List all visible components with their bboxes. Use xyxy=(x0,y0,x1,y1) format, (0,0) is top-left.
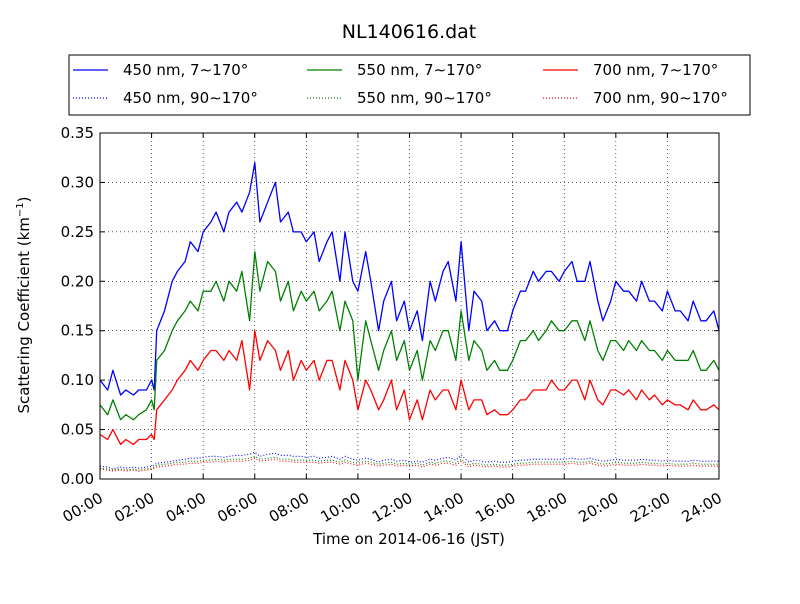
x-tick-label: 02:00 xyxy=(111,489,157,526)
x-tick-label: 20:00 xyxy=(575,489,621,526)
x-tick-label: 04:00 xyxy=(163,489,209,526)
y-axis-label: Scattering Coefficient (km−1) xyxy=(15,196,33,413)
y-tick-label: 0.05 xyxy=(61,421,94,439)
y-tick-label: 0.10 xyxy=(61,371,94,389)
x-tick-label: 12:00 xyxy=(369,489,415,526)
series-2 xyxy=(99,330,720,472)
x-tick-label: 14:00 xyxy=(421,489,467,526)
y-tick-label: 0.20 xyxy=(61,272,94,290)
series-line-dotted xyxy=(99,457,719,472)
legend-entry-label: 450 nm, 7∼170° xyxy=(123,61,248,79)
chart-title: NL140616.dat xyxy=(342,21,477,43)
series-line-solid xyxy=(99,330,720,446)
x-tick-label: 22:00 xyxy=(627,489,673,526)
y-axis-label-main: Scattering Coefficient (km xyxy=(15,217,33,413)
series-1 xyxy=(99,250,720,471)
y-tick-label: 0.15 xyxy=(61,322,94,340)
y-axis-label-close: ) xyxy=(15,196,33,202)
y-tick-label: 0.25 xyxy=(61,223,94,241)
x-tick-label: 24:00 xyxy=(679,489,725,526)
y-axis-label-superscript: −1 xyxy=(15,202,26,217)
series-line-solid xyxy=(99,250,720,421)
y-tick-label: 0.30 xyxy=(61,173,94,191)
x-tick-label: 16:00 xyxy=(472,489,518,526)
x-tick-label: 06:00 xyxy=(214,489,260,526)
x-tick-label: 08:00 xyxy=(266,489,312,526)
series-line-solid xyxy=(99,162,720,396)
plot-area: 00:00 02:00 04:00 06:00 08:00 10:00 12:00 14:00… xyxy=(60,124,725,526)
x-axis-label: Time on 2014-06-16 (JST) xyxy=(312,530,505,548)
legend-entry-label: 550 nm, 7∼170° xyxy=(357,61,482,79)
x-tick-label: 10:00 xyxy=(317,489,363,526)
legend-entry-label: 550 nm, 90∼170° xyxy=(357,89,492,107)
chart-legend: 450 nm, 7∼170° 550 nm, 7∼170° 700 nm, 7∼17… xyxy=(68,54,751,116)
y-tick-label: 0.35 xyxy=(61,124,94,142)
y-tick-label: 0.00 xyxy=(61,470,94,488)
series-0 xyxy=(99,162,720,470)
legend-entry-label: 700 nm, 90∼170° xyxy=(593,89,728,107)
legend-frame xyxy=(68,54,751,116)
legend-entry-label: 450 nm, 90∼170° xyxy=(123,89,258,107)
legend-entry-label: 700 nm, 7∼170° xyxy=(593,61,718,79)
x-tick-label: 00:00 xyxy=(60,489,106,526)
x-tick-label: 18:00 xyxy=(524,489,570,526)
